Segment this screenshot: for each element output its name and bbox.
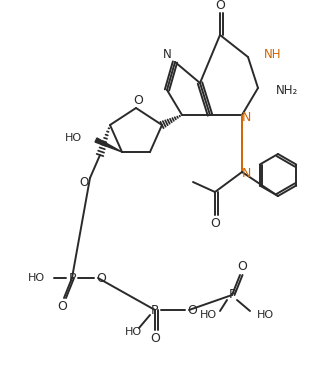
- Text: O: O: [237, 261, 247, 273]
- Text: O: O: [187, 303, 197, 317]
- Text: N: N: [163, 47, 171, 61]
- Text: HO: HO: [65, 133, 82, 143]
- Text: O: O: [150, 331, 160, 345]
- Text: O: O: [133, 93, 143, 107]
- Text: N: N: [241, 166, 251, 179]
- Text: N: N: [241, 110, 251, 123]
- Text: NH: NH: [264, 47, 282, 61]
- Text: HO: HO: [257, 310, 274, 320]
- Text: HO: HO: [124, 327, 141, 337]
- Text: HO: HO: [28, 273, 45, 283]
- Text: P: P: [68, 272, 76, 284]
- Text: P: P: [228, 289, 236, 301]
- Text: NH₂: NH₂: [276, 84, 298, 96]
- Polygon shape: [95, 138, 122, 152]
- Text: O: O: [215, 0, 225, 12]
- Text: O: O: [79, 175, 89, 189]
- Text: O: O: [210, 217, 220, 230]
- Text: O: O: [57, 300, 67, 312]
- Text: P: P: [151, 303, 159, 317]
- Text: O: O: [96, 272, 106, 284]
- Text: HO: HO: [200, 310, 217, 320]
